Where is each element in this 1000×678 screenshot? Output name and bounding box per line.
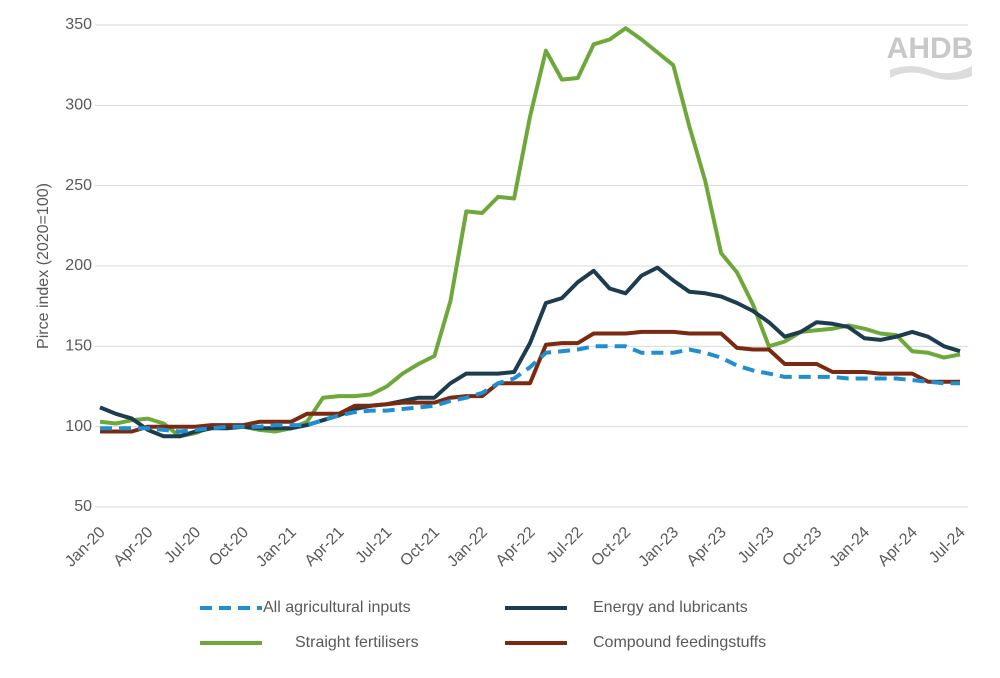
y-tick-label: 150 <box>65 338 92 355</box>
x-tick-label: Jan-22 <box>444 524 491 571</box>
legend-label: Straight fertilisers <box>295 634 419 651</box>
x-tick-label: Apr-21 <box>302 524 348 570</box>
y-tick-label: 200 <box>65 257 92 274</box>
series-line <box>99 265 961 439</box>
legend-label: All agricultural inputs <box>263 599 411 616</box>
x-tick-label: Jul-23 <box>735 524 778 567</box>
watermark: AHDB <box>887 32 974 65</box>
x-tick-label: Jan-23 <box>635 524 682 571</box>
watermark-wave <box>890 66 972 80</box>
x-tick-label: Jul-24 <box>926 524 969 567</box>
x-tick-label: Jul-20 <box>161 524 204 567</box>
x-tick-label: Jan-20 <box>62 524 109 571</box>
y-tick-label: 100 <box>65 418 92 435</box>
series-line <box>100 344 960 434</box>
x-tick-label: Jul-21 <box>353 524 396 567</box>
y-tick-label: 300 <box>65 97 92 114</box>
y-axis-label: Pirce index (2020=100) <box>35 183 52 349</box>
x-tick-label: Oct-22 <box>588 524 634 570</box>
x-tick-label: Jul-22 <box>544 524 587 567</box>
x-tick-label: Apr-24 <box>875 524 921 570</box>
x-tick-label: Oct-20 <box>206 524 252 570</box>
x-tick-label: Jan-21 <box>253 524 300 571</box>
x-tick-label: Apr-20 <box>111 524 157 570</box>
legend-label: Compound feedingstuffs <box>593 634 766 651</box>
y-tick-label: 350 <box>65 16 92 33</box>
x-tick-label: Apr-22 <box>493 524 539 570</box>
x-tick-label: Oct-23 <box>779 524 825 570</box>
y-tick-label: 50 <box>74 498 92 515</box>
x-tick-label: Jan-24 <box>827 524 874 571</box>
y-tick-label: 250 <box>65 177 92 194</box>
x-tick-label: Oct-21 <box>397 524 443 570</box>
x-tick-label: Apr-23 <box>684 524 730 570</box>
series-line <box>99 26 961 439</box>
legend-label: Energy and lubricants <box>593 599 748 616</box>
